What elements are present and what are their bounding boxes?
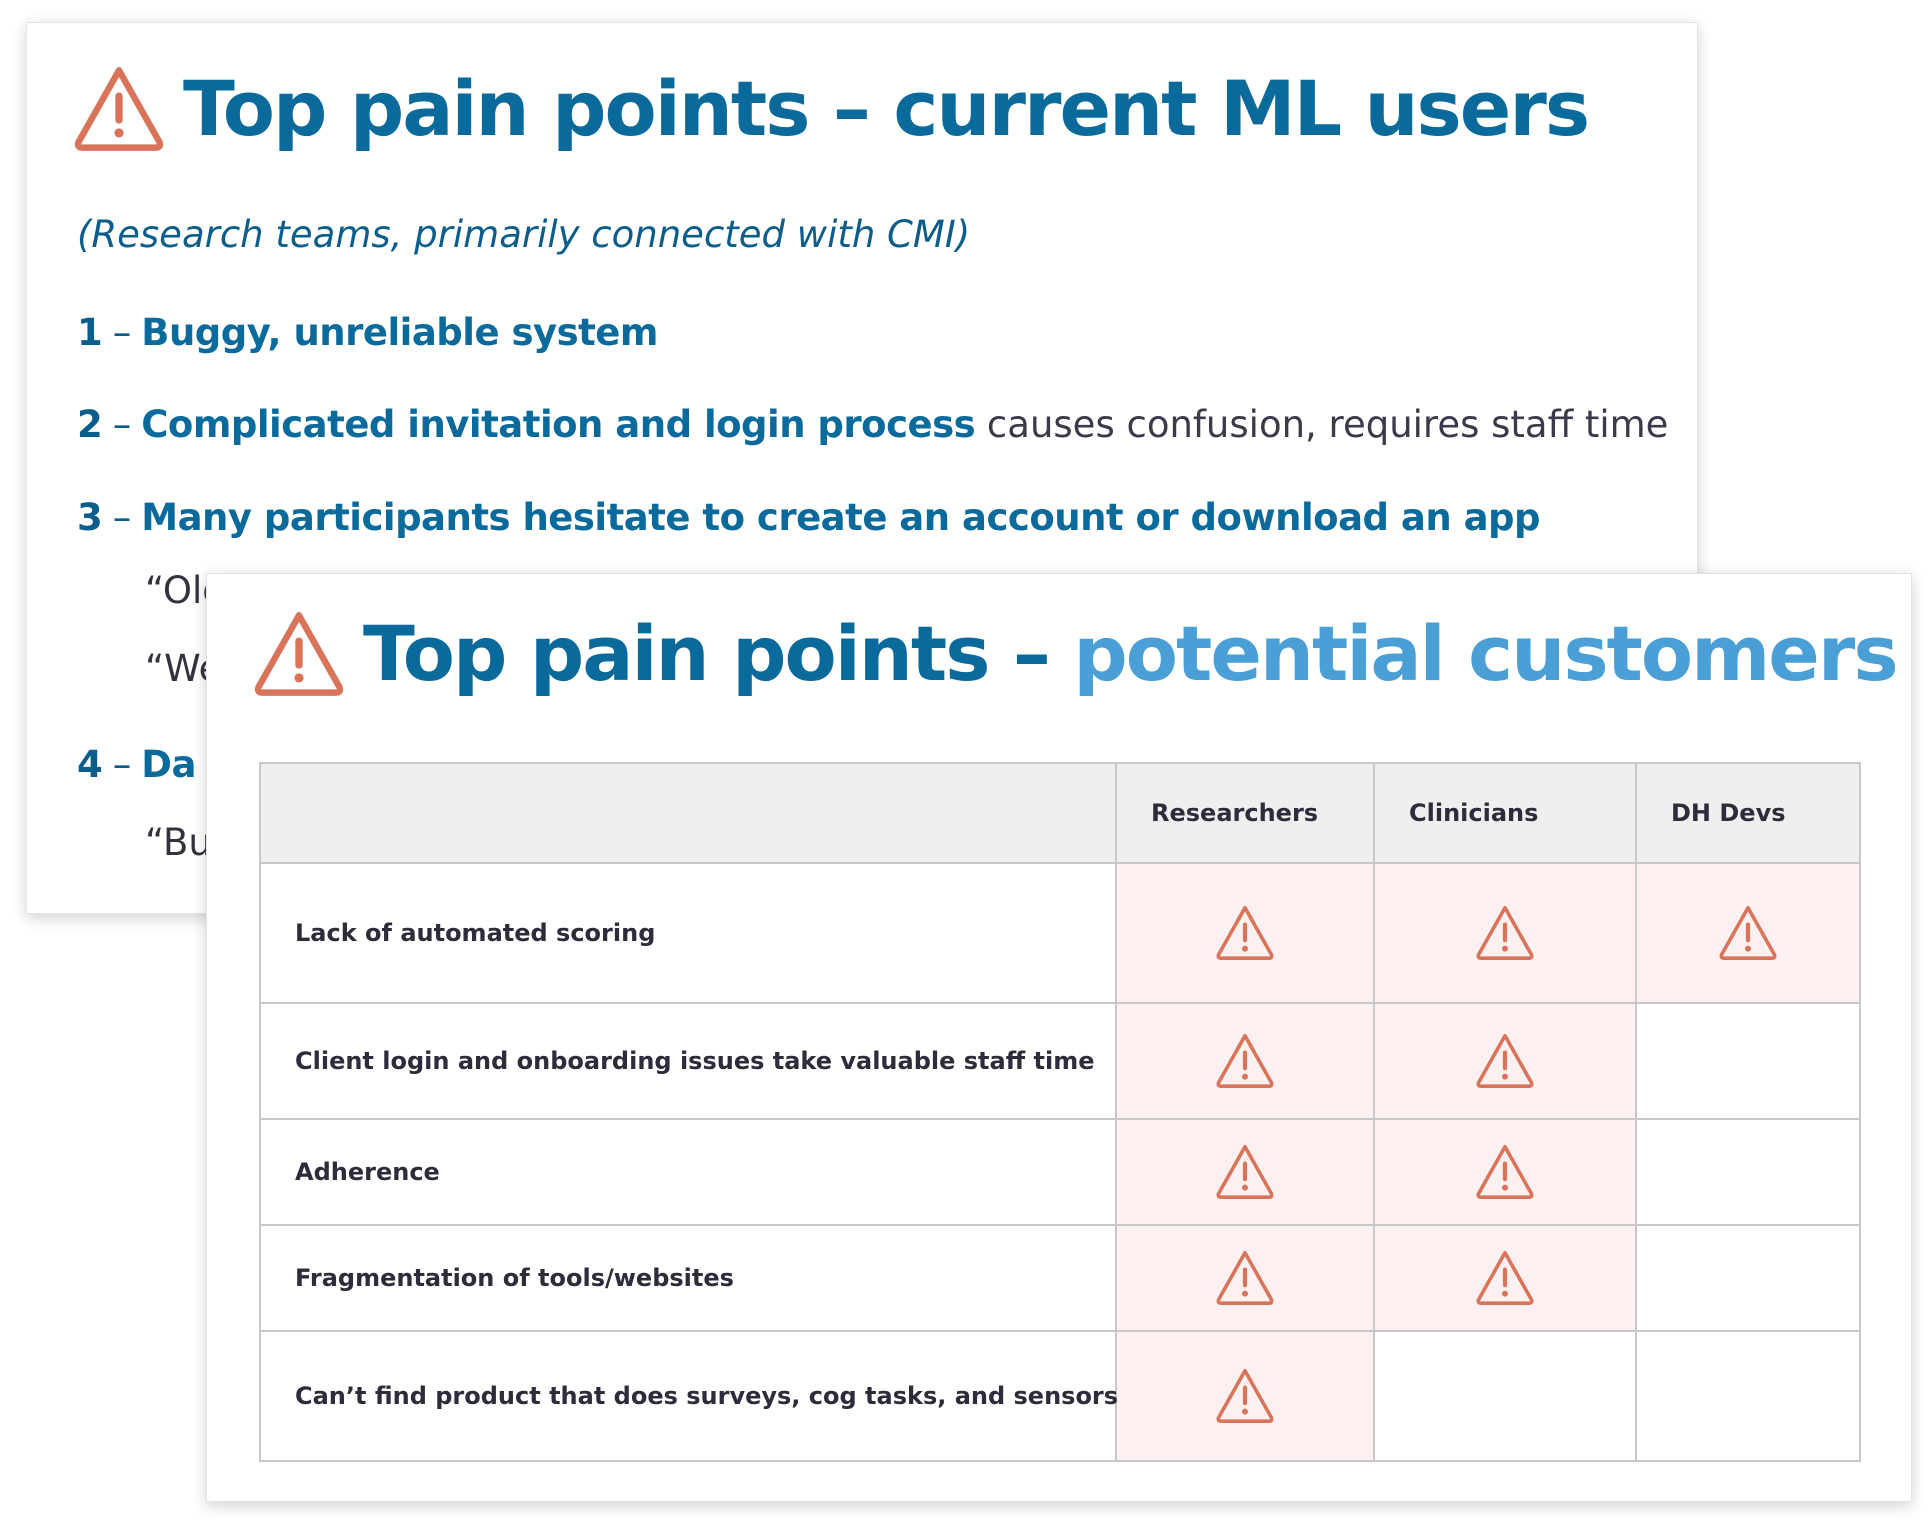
pain-point-dash: – [112,496,132,539]
table-row: Client login and onboarding issues take … [259,1002,1861,1120]
page-title: Top pain points – potential customers [363,616,1899,692]
warning-triangle-icon [1216,1251,1274,1305]
slide-title-row: Top pain points – current ML users [73,63,1590,155]
page-subtitle: (Research teams, primarily connected wit… [77,213,971,256]
table-header-row: Researchers Clinicians DH Devs [259,762,1861,864]
pain-point-4: 4– Da [77,743,196,786]
pain-flag-cell [1115,1002,1375,1120]
pain-point-dash: – [112,311,132,354]
table-row: Lack of automated scoring [259,862,1861,1004]
warning-triangle-icon [1216,1369,1274,1423]
empty-cell [1635,1118,1861,1226]
pain-point-heading: Complicated invitation and login process [141,403,976,446]
warning-triangle-icon [1719,906,1777,960]
table-row: Fragmentation of tools/websites [259,1224,1861,1332]
pain-point-dash: – [112,743,132,786]
pain-flag-cell [1115,1118,1375,1226]
title-main: Top pain points – [363,609,1074,698]
pain-flag-cell [1373,1118,1637,1226]
pain-point-heading: Da [141,743,196,786]
warning-triangle-icon [1216,1034,1274,1088]
warning-triangle-icon [254,612,344,696]
pain-flag-cell [1373,1224,1637,1332]
column-header-blank [259,762,1117,864]
warning-triangle-icon [1476,1034,1534,1088]
pain-point-number: 2 [77,403,103,446]
pain-point-number: 4 [77,743,103,786]
row-label: Can’t find product that does surveys, co… [259,1330,1118,1462]
empty-cell [1635,1330,1861,1462]
pain-flag-cell [1115,1330,1375,1462]
warning-triangle-icon [1476,1145,1534,1199]
page-title: Top pain points – current ML users [183,64,1590,153]
table-body: Lack of automated scoring Client login an… [259,862,1861,1462]
pain-point-dash: – [112,403,132,446]
pain-flag-cell [1373,862,1637,1004]
pain-point-3: 3– Many participants hesitate to create a… [77,496,1541,539]
row-label: Client login and onboarding issues take … [259,1002,1117,1120]
warning-triangle-icon [74,67,164,151]
empty-cell [1635,1002,1861,1120]
pain-flag-cell [1635,862,1861,1004]
empty-cell [1373,1330,1637,1462]
row-label: Adherence [259,1118,1117,1226]
column-header-dh-devs: DH Devs [1635,762,1861,864]
pain-point-heading: Buggy, unreliable system [141,311,658,354]
table-row: Can’t find product that does surveys, co… [259,1330,1861,1462]
title-accent: potential customers [1073,609,1898,698]
pain-flag-cell [1373,1002,1637,1120]
empty-cell [1635,1224,1861,1332]
table-row: Adherence [259,1118,1861,1226]
pain-point-number: 1 [77,311,103,354]
row-label: Lack of automated scoring [259,862,1117,1004]
warning-triangle-icon [1476,906,1534,960]
pain-point-heading: Many participants hesitate to create an … [141,496,1541,539]
quote-3: “Bu [145,821,212,864]
pain-point-matrix: Researchers Clinicians DH Devs Lack of a… [259,762,1861,1462]
warning-triangle-icon [1216,906,1274,960]
pain-flag-cell [1115,862,1375,1004]
pain-point-1: 1– Buggy, unreliable system [77,311,658,354]
slide-title-row: Top pain points – potential customers [253,608,1899,700]
column-header-researchers: Researchers [1115,762,1375,864]
pain-flag-cell [1115,1224,1375,1332]
column-header-clinicians: Clinicians [1373,762,1637,864]
pain-point-number: 3 [77,496,103,539]
pain-point-detail: causes confusion, requires staff time [975,403,1669,446]
warning-triangle-icon [1216,1145,1274,1199]
warning-triangle-icon [1476,1251,1534,1305]
row-label: Fragmentation of tools/websites [259,1224,1117,1332]
pain-point-2: 2– Complicated invitation and login proce… [77,403,1668,446]
slide-potential-customers: Top pain points – potential customers Re… [206,573,1912,1502]
